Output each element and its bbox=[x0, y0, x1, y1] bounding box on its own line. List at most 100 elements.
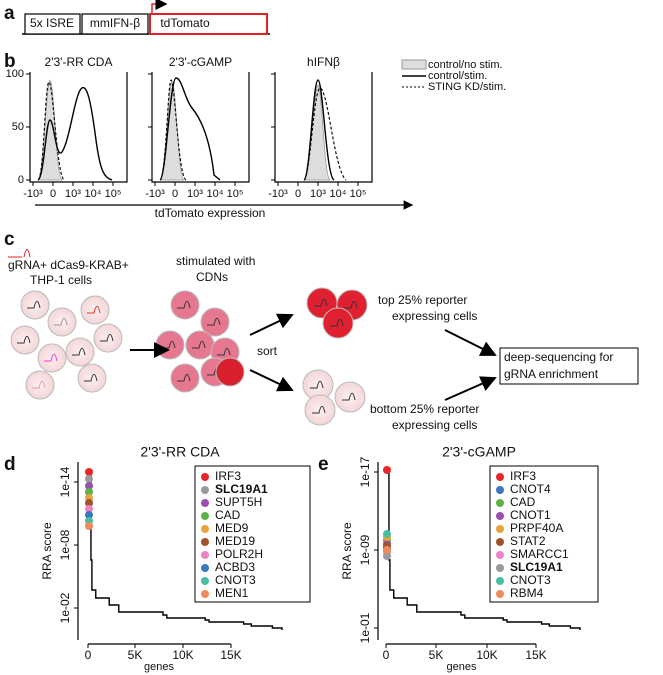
grna-icon bbox=[8, 249, 31, 258]
legend-label: control/no stim. bbox=[428, 59, 503, 71]
step-text: stimulated with bbox=[176, 254, 255, 268]
data-point bbox=[85, 468, 93, 476]
x-tick-label: -10³ bbox=[145, 188, 165, 200]
y-tick-label: 1e-14 bbox=[58, 466, 72, 497]
x-tick-label: 0 bbox=[50, 188, 56, 200]
grna bbox=[177, 300, 191, 309]
data-point bbox=[85, 488, 93, 496]
legend-label: STAT2 bbox=[510, 534, 546, 548]
legend-label: CAD bbox=[215, 508, 241, 522]
panel-label: c bbox=[4, 229, 15, 250]
grna bbox=[310, 380, 324, 389]
grna bbox=[72, 347, 86, 356]
grna bbox=[192, 340, 206, 349]
legend-dot bbox=[496, 512, 504, 520]
legend-box bbox=[489, 465, 599, 603]
legend-dot bbox=[201, 564, 209, 572]
step-text: top 25% reporter bbox=[378, 293, 467, 307]
legend-label: CNOT1 bbox=[510, 508, 551, 522]
hist-curves bbox=[37, 77, 347, 181]
x-tick-label: 10K bbox=[172, 648, 193, 662]
grna bbox=[87, 305, 101, 314]
legend-dot bbox=[496, 499, 504, 507]
box-label: tdTomato bbox=[160, 16, 210, 30]
data-point bbox=[85, 511, 93, 519]
x-tick-label: 10³ bbox=[310, 188, 326, 200]
y-tick-label: 1e-17 bbox=[358, 456, 372, 487]
x-tick-label: 0 bbox=[295, 188, 301, 200]
grna bbox=[342, 392, 356, 401]
legend-label: STING KD/stim. bbox=[428, 81, 506, 93]
cell bbox=[215, 357, 245, 387]
legend-label: MED19 bbox=[215, 534, 255, 548]
x-axis-label: tdTomato expression bbox=[155, 206, 266, 220]
plot-title: 2'3'-cGAMP bbox=[442, 444, 516, 460]
result-box bbox=[499, 347, 639, 385]
x-tick-label: 0 bbox=[172, 188, 178, 200]
plot-title: 2'3'-cGAMP bbox=[169, 55, 232, 69]
legend-dot bbox=[496, 486, 504, 494]
x-tick-label: -10³ bbox=[268, 188, 288, 200]
panel-label: e bbox=[318, 454, 329, 475]
plot-title: 2'3'-RR CDA bbox=[140, 444, 220, 460]
legend-label: CAD bbox=[510, 495, 536, 509]
grna bbox=[314, 298, 328, 307]
x-axis-label: genes bbox=[144, 661, 174, 673]
box-label: 5x ISRE bbox=[30, 16, 74, 30]
legend-box bbox=[194, 465, 311, 603]
step-text: expressing cells bbox=[392, 418, 477, 432]
x-tick-label: 10⁴ bbox=[85, 188, 102, 200]
grna bbox=[44, 353, 58, 362]
y-tick-label: 1e-09 bbox=[358, 534, 372, 565]
legend-swatches bbox=[401, 59, 427, 88]
box-label: mmIFN-β bbox=[90, 16, 140, 30]
legend-dot bbox=[201, 590, 209, 598]
x-tick-label: 10⁴ bbox=[207, 188, 224, 200]
legend-dot bbox=[201, 538, 209, 546]
data-point bbox=[85, 499, 93, 507]
x-tick-label: 10³ bbox=[187, 188, 203, 200]
x-tick-label: 15K bbox=[220, 648, 241, 662]
legend-dot bbox=[496, 577, 504, 585]
y-axis-label: RRA score bbox=[340, 522, 354, 580]
step-text: gRNA enrichment bbox=[504, 367, 599, 381]
x-tick-label: 5K bbox=[128, 648, 143, 662]
x-tick-label: 10³ bbox=[65, 188, 81, 200]
grna bbox=[344, 300, 358, 309]
grna bbox=[330, 318, 344, 327]
rra-curve bbox=[90, 471, 283, 630]
x-tick-label: -10³ bbox=[23, 188, 43, 200]
grna bbox=[177, 373, 191, 382]
legend-label: CNOT3 bbox=[510, 573, 551, 587]
y-tick-label: 1e-02 bbox=[58, 592, 72, 623]
step-text: bottom 25% reporter bbox=[370, 402, 479, 416]
legend-dot bbox=[496, 525, 504, 533]
x-tick-label: 10⁵ bbox=[350, 188, 367, 200]
legend-label: PRPF40A bbox=[510, 521, 563, 535]
x-tick-label: 5K bbox=[429, 648, 444, 662]
legend-label: ACBD3 bbox=[215, 560, 255, 574]
data-point bbox=[85, 475, 93, 483]
y-axis-label: RRA score bbox=[40, 522, 54, 580]
data-point bbox=[383, 546, 391, 554]
grna bbox=[207, 317, 221, 326]
step-text: sort bbox=[257, 344, 278, 358]
legend-label: MEN1 bbox=[215, 586, 249, 600]
x-tick-label: 0 bbox=[383, 648, 390, 662]
legend-dot bbox=[496, 473, 504, 481]
legend-label: SLC19A1 bbox=[215, 482, 268, 496]
legend-dot bbox=[496, 551, 504, 559]
legend-dot bbox=[496, 590, 504, 598]
data-point bbox=[85, 522, 93, 530]
legend-label: CNOT4 bbox=[510, 482, 551, 496]
rra-curve bbox=[388, 469, 581, 630]
legend-label: SUPT5H bbox=[215, 495, 262, 509]
x-tick-label: 10⁵ bbox=[105, 188, 122, 200]
grna bbox=[84, 373, 98, 382]
grna bbox=[27, 300, 41, 309]
y-tick-label: 1e-01 bbox=[358, 612, 372, 643]
cells bbox=[10, 287, 368, 426]
grna bbox=[17, 335, 31, 344]
data-point bbox=[383, 530, 391, 538]
